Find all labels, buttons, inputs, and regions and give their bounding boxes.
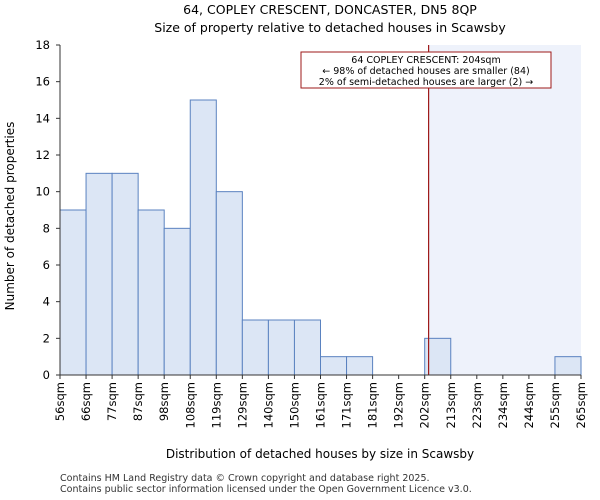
bar-77sqm [111, 172, 139, 376]
bar-140sqm [267, 319, 295, 376]
y-tick-label: 2 [43, 331, 50, 345]
bar-255sqm [554, 356, 582, 376]
x-tick-label: 202sqm [418, 382, 432, 428]
footer-line-2: Contains public sector information licen… [60, 484, 472, 495]
annotation-line-1: 64 COPLEY CRESCENT: 204sqm [351, 55, 500, 66]
x-tick-label: 77sqm [105, 382, 119, 421]
x-tick-label: 119sqm [209, 382, 223, 428]
x-tick-label: 234sqm [496, 382, 510, 428]
bar-119sqm [215, 191, 243, 376]
x-tick-label: 66sqm [79, 382, 93, 421]
x-tick-label: 223sqm [470, 382, 484, 428]
y-tick-label: 6 [43, 258, 50, 272]
bar-171sqm [346, 356, 374, 376]
annotation-box: 64 COPLEY CRESCENT: 204sqm ← 98% of deta… [300, 51, 552, 89]
x-tick-label: 129sqm [235, 382, 249, 428]
y-tick-label: 8 [43, 221, 50, 235]
x-tick-label: 108sqm [183, 382, 197, 428]
chart-title: 64, COPLEY CRESCENT, DONCASTER, DN5 8QP [183, 2, 477, 17]
y-tick-label: 12 [35, 148, 50, 162]
x-axis-label: Distribution of detached houses by size … [166, 447, 474, 461]
x-tick-label: 244sqm [522, 382, 536, 428]
bar-66sqm [85, 172, 113, 376]
x-tick-label: 171sqm [340, 382, 354, 428]
bar-56sqm [59, 209, 87, 376]
y-tick-label: 16 [35, 75, 50, 89]
y-axis-label: Number of detached properties [3, 122, 17, 311]
bars-group [59, 99, 582, 376]
x-tick-label: 140sqm [261, 382, 275, 428]
y-tick-label: 10 [35, 185, 50, 199]
x-tick-label: 56sqm [53, 382, 67, 421]
x-tick-label: 265sqm [574, 382, 588, 428]
x-tick-label: 150sqm [287, 382, 301, 428]
annotation-line-3: 2% of semi-detached houses are larger (2… [319, 77, 533, 88]
x-tick-label: 161sqm [314, 382, 328, 428]
y-tick-label: 18 [35, 38, 50, 52]
bar-150sqm [293, 319, 322, 376]
x-tick-label: 181sqm [366, 382, 380, 428]
bar-87sqm [137, 209, 165, 376]
x-ticks-group: 56sqm 66sqm 77sqm 87sqm 98sqm 108sqm 119sqm 129… [53, 375, 588, 428]
bar-108sqm [189, 99, 217, 376]
bar-129sqm [241, 319, 269, 376]
y-tick-label: 14 [35, 111, 50, 125]
y-tick-label: 0 [43, 368, 50, 382]
x-tick-label: 213sqm [444, 382, 458, 428]
x-tick-label: 255sqm [548, 382, 562, 428]
annotation-line-2: ← 98% of detached houses are smaller (84… [322, 66, 529, 77]
y-tick-label: 4 [43, 295, 50, 309]
bar-161sqm [320, 356, 348, 376]
footer-line-1: Contains HM Land Registry data © Crown c… [60, 473, 430, 484]
x-tick-label: 98sqm [157, 382, 171, 421]
bar-98sqm [163, 227, 191, 376]
x-tick-label: 192sqm [392, 382, 406, 428]
x-tick-label: 87sqm [131, 382, 145, 421]
y-ticks-group: 0 2 4 6 8 10 12 14 16 18 [35, 38, 60, 382]
chart-subtitle: Size of property relative to detached ho… [154, 20, 506, 35]
annotation-rect [300, 51, 552, 89]
highlight-region [428, 45, 581, 375]
